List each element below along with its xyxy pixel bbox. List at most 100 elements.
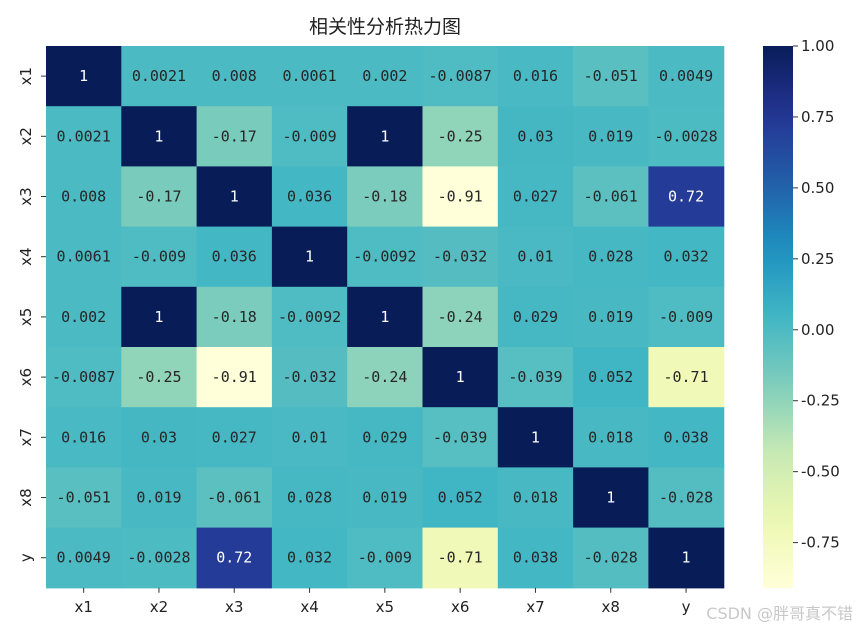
cell-value-label: 0.008 bbox=[61, 188, 106, 206]
x-axis: x1 x2 x3 x4 x5 x6 x7 x8 y bbox=[74, 587, 691, 616]
cell-value-label: -0.028 bbox=[584, 549, 638, 567]
heatmap-cell bbox=[573, 46, 649, 107]
heatmap-cell bbox=[46, 46, 122, 107]
x-tick-label: x4 bbox=[300, 598, 318, 616]
cell-value-label: 0.72 bbox=[216, 549, 252, 567]
heatmap-cell bbox=[422, 226, 499, 288]
heatmap-cell bbox=[347, 347, 424, 408]
x-tick-label: x8 bbox=[602, 598, 620, 616]
heatmap-cell bbox=[497, 106, 574, 167]
y-tick-label: x6 bbox=[17, 368, 35, 386]
colorbar-tick-label: 0.50 bbox=[801, 179, 834, 197]
x-tick-label: x7 bbox=[526, 598, 544, 616]
y-tick-label: x7 bbox=[17, 428, 35, 446]
cell-value-label: -0.18 bbox=[212, 308, 257, 326]
cell-value-label: 0.0061 bbox=[282, 67, 336, 85]
cell-value-label: -0.028 bbox=[659, 489, 713, 507]
colorbar-tick-label: 0.75 bbox=[801, 108, 834, 126]
heatmap-cell bbox=[121, 106, 198, 167]
heatmap-cell bbox=[648, 46, 725, 107]
cell-value-label: -0.71 bbox=[663, 368, 708, 386]
heatmap-cell bbox=[196, 166, 273, 228]
heatmap-cell bbox=[347, 226, 424, 288]
cell-value-label: 1 bbox=[380, 308, 389, 326]
cell-value-label: 0.018 bbox=[513, 489, 558, 507]
cell-value-label: 1 bbox=[606, 489, 615, 507]
cell-value-label: 0.0049 bbox=[57, 549, 111, 567]
heatmap-cell bbox=[573, 226, 649, 288]
cell-value-label: -0.24 bbox=[362, 368, 407, 386]
cell-value-label: -0.039 bbox=[508, 368, 562, 386]
heatmap-cell bbox=[347, 166, 424, 228]
cell-value-label: 0.03 bbox=[517, 127, 553, 145]
cell-value-label: -0.0028 bbox=[654, 127, 717, 145]
cell-value-label: 1 bbox=[531, 428, 540, 446]
heatmap-cell bbox=[121, 407, 198, 468]
cell-value-label: 0.052 bbox=[588, 368, 633, 386]
colorbar-tick-label: 0.25 bbox=[801, 250, 834, 268]
heatmap-cell bbox=[422, 407, 499, 468]
x-tick-label: x3 bbox=[225, 598, 243, 616]
heatmap-cell bbox=[497, 407, 574, 468]
heatmap-cell bbox=[497, 347, 574, 408]
heatmap-cell bbox=[271, 407, 348, 468]
y-tick-label: x4 bbox=[17, 247, 35, 265]
heatmap-cell bbox=[497, 166, 574, 228]
heatmap-cell bbox=[196, 527, 273, 589]
colorbar-tick-label: -0.25 bbox=[801, 392, 840, 410]
heatmap-cell bbox=[573, 527, 649, 589]
cell-value-label: -0.009 bbox=[282, 127, 336, 145]
heatmap-cell bbox=[573, 286, 649, 348]
heatmap-cell bbox=[347, 106, 424, 167]
cell-value-label: 0.016 bbox=[61, 428, 106, 446]
cell-value-label: 0.027 bbox=[212, 428, 257, 446]
heatmap-cell bbox=[196, 407, 273, 468]
cell-value-label: 0.036 bbox=[212, 248, 257, 266]
cell-value-label: 0.028 bbox=[588, 248, 633, 266]
heatmap-cell bbox=[573, 467, 649, 529]
heatmap-cell bbox=[497, 46, 574, 107]
cell-value-label: 1 bbox=[305, 248, 314, 266]
cell-value-label: 0.038 bbox=[513, 549, 558, 567]
watermark: CSDN @胖哥真不错 bbox=[706, 604, 853, 623]
colorbar-tick-label: 0.00 bbox=[801, 321, 834, 339]
heatmap-cell bbox=[271, 106, 348, 167]
heatmap-cell bbox=[422, 527, 499, 589]
heatmap-cell bbox=[121, 527, 198, 589]
cell-value-label: -0.71 bbox=[438, 549, 483, 567]
cell-value-label: -0.051 bbox=[57, 489, 111, 507]
heatmap-cell bbox=[648, 347, 725, 408]
cell-value-label: 0.029 bbox=[513, 308, 558, 326]
heatmap-cell bbox=[46, 407, 122, 468]
cell-value-label: -0.051 bbox=[584, 67, 638, 85]
cell-value-label: 0.027 bbox=[513, 188, 558, 206]
heatmap-cell bbox=[422, 106, 499, 167]
cell-value-label: 1 bbox=[230, 188, 239, 206]
cell-value-label: 0.052 bbox=[438, 489, 483, 507]
x-tick-label: x5 bbox=[376, 598, 394, 616]
cell-value-label: 0.019 bbox=[588, 308, 633, 326]
cell-value-label: 0.03 bbox=[141, 428, 177, 446]
cell-value-label: 0.019 bbox=[588, 127, 633, 145]
x-tick-label: x1 bbox=[74, 598, 92, 616]
cell-value-label: -0.0087 bbox=[429, 67, 492, 85]
cell-value-label: 0.002 bbox=[362, 67, 407, 85]
cell-value-label: 0.0049 bbox=[659, 67, 713, 85]
heatmap-cell bbox=[497, 527, 574, 589]
cell-value-label: -0.009 bbox=[358, 549, 412, 567]
cell-value-label: 1 bbox=[79, 67, 88, 85]
heatmap-cell bbox=[422, 46, 499, 107]
cell-value-label: -0.24 bbox=[438, 308, 483, 326]
heatmap-cell bbox=[422, 286, 499, 348]
heatmap-cell bbox=[46, 286, 122, 348]
cell-value-label: -0.17 bbox=[136, 188, 181, 206]
heatmap-cell bbox=[46, 106, 122, 167]
cell-value-label: -0.039 bbox=[433, 428, 487, 446]
colorbar-tick-label: 1.00 bbox=[801, 37, 834, 55]
colorbar-bar bbox=[763, 46, 793, 588]
x-tick-label: x2 bbox=[150, 598, 168, 616]
heatmap-cell bbox=[347, 407, 424, 468]
y-tick-label: x1 bbox=[17, 67, 35, 85]
cell-value-label: 0.72 bbox=[668, 188, 704, 206]
